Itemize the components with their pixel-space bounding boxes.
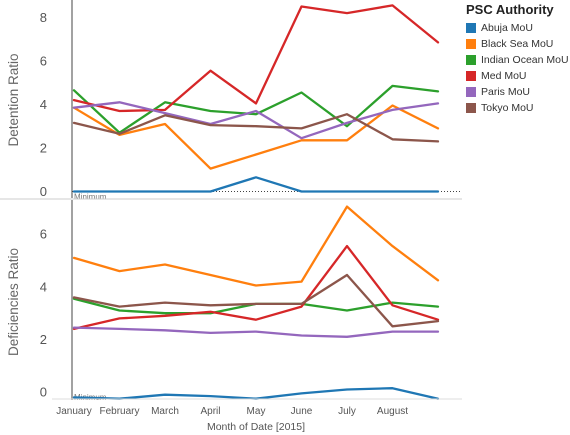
- detention-series-tokyo-mou: [72, 113, 440, 143]
- legend-title: PSC Authority: [466, 2, 554, 17]
- x-tick-label: April: [200, 406, 220, 417]
- legend-item-abuja-mou[interactable]: Abuja MoU: [466, 20, 570, 36]
- deficiencies-series-black-sea-mou: [72, 205, 440, 287]
- detention-series-paris-mou: [72, 101, 440, 140]
- detention-y-tick-label: 0: [40, 184, 47, 199]
- legend-item-tokyo-mou[interactable]: Tokyo MoU: [466, 100, 570, 116]
- x-tick-label: August: [377, 406, 408, 417]
- deficiencies-series-tokyo-mou: [72, 273, 440, 328]
- legend-label: Paris MoU: [481, 86, 531, 98]
- detention-y-axis-title: Detention Ratio: [6, 53, 21, 146]
- legend-label: Med MoU: [481, 70, 527, 82]
- x-tick-label: March: [151, 406, 179, 417]
- detention-series-abuja-mou: [72, 176, 440, 193]
- deficiencies-series-abuja-mou: [72, 387, 440, 400]
- legend-item-indian-ocean-mou[interactable]: Indian Ocean MoU: [466, 52, 570, 68]
- legend-label: Black Sea MoU: [481, 38, 554, 50]
- legend-item-med-mou[interactable]: Med MoU: [466, 68, 570, 84]
- legend-item-black-sea-mou[interactable]: Black Sea MoU: [466, 36, 570, 52]
- detention-series-black-sea-mou: [72, 104, 440, 170]
- x-tick-label: June: [291, 406, 313, 417]
- x-axis-title: Month of Date [2015]: [207, 421, 305, 433]
- detention-y-tick-label: 8: [40, 10, 47, 25]
- legend-swatch: [466, 39, 476, 49]
- deficiencies-series-paris-mou: [72, 326, 440, 338]
- legend-item-paris-mou[interactable]: Paris MoU: [466, 84, 570, 100]
- legend-label: Tokyo MoU: [481, 102, 534, 114]
- deficiencies-y-tick-label: 6: [40, 227, 47, 242]
- detention-y-tick-label: 6: [40, 53, 47, 68]
- detention-y-tick-label: 2: [40, 140, 47, 155]
- legend-label: Indian Ocean MoU: [481, 54, 569, 66]
- detention-series-indian-ocean-mou: [72, 84, 440, 134]
- deficiencies-series-med-mou: [72, 244, 440, 331]
- x-tick-label: January: [56, 406, 92, 417]
- deficiencies-y-axis-title: Deficiencies Ratio: [6, 248, 21, 356]
- detention-y-tick-label: 4: [40, 97, 47, 112]
- x-tick-label: February: [99, 406, 139, 417]
- detention-series-med-mou: [72, 4, 440, 113]
- legend-label: Abuja MoU: [481, 22, 533, 34]
- legend-swatch: [466, 71, 476, 81]
- detention-minimum-label: Minimum: [74, 192, 107, 201]
- legend-swatch: [466, 55, 476, 65]
- legend: PSC Authority Abuja MoU Black Sea MoU Indi…: [466, 2, 570, 116]
- x-tick-label: July: [338, 406, 356, 417]
- deficiencies-y-tick-label: 2: [40, 332, 47, 347]
- detention-panel: 0 2 4 6 8 Minimum Detention Ratio: [6, 0, 462, 201]
- legend-swatch: [466, 23, 476, 33]
- deficiencies-y-tick-label: 4: [40, 279, 47, 294]
- deficiencies-y-tick-label: 0: [40, 385, 47, 400]
- x-tick-label: May: [247, 406, 266, 417]
- legend-swatch: [466, 103, 476, 113]
- legend-swatch: [466, 87, 476, 97]
